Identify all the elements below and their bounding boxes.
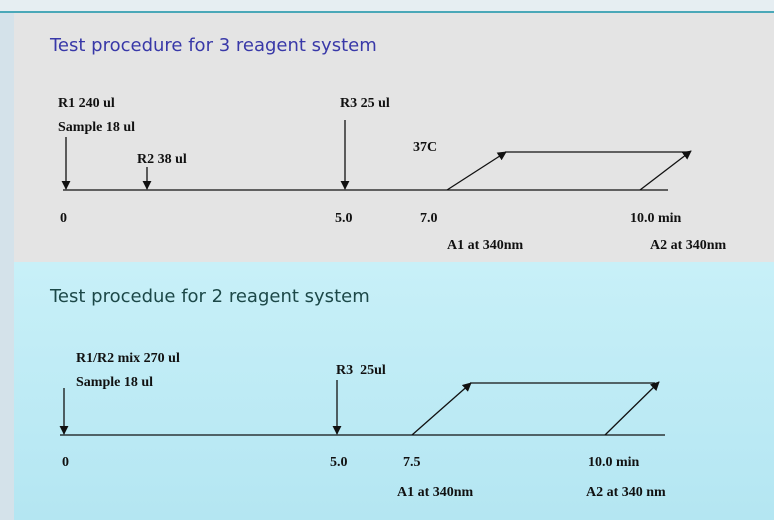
label: Sample 18 ul — [58, 120, 135, 135]
label: R3 25 ul — [340, 96, 390, 111]
label: Sample 18 ul — [76, 375, 153, 390]
reading-label: A2 at 340nm — [650, 238, 727, 253]
time-label: 5.0 — [335, 211, 353, 226]
section-3-reagent: Test procedure for 3 reagent system R1 2… — [49, 35, 727, 253]
reading-label: A1 at 340nm — [397, 485, 474, 500]
section-2-reagent: Test procedue for 2 reagent system R1/R2… — [49, 286, 666, 500]
reading-label: A2 at 340 nm — [586, 485, 666, 500]
label: R1/R2 mix 270 ul — [76, 351, 180, 366]
time-label: 0 — [62, 455, 69, 470]
label: R3 25ul — [336, 363, 386, 378]
top-rule — [0, 11, 774, 13]
section-title: Test procedure for 3 reagent system — [49, 35, 377, 56]
label: R1 240 ul — [58, 96, 115, 111]
arrow — [411, 382, 472, 436]
time-label: 5.0 — [330, 455, 348, 470]
time-label: 7.0 — [420, 211, 438, 226]
arrow — [604, 381, 660, 436]
panel-top — [14, 13, 774, 262]
label: R2 38 ul — [137, 152, 187, 167]
section-title: Test procedue for 2 reagent system — [49, 286, 370, 307]
label: 37C — [413, 140, 437, 155]
time-label: 10.0 min — [630, 211, 682, 226]
panel-bottom — [14, 262, 774, 520]
arrow — [446, 151, 507, 191]
time-label: 10.0 min — [588, 455, 640, 470]
top-strip — [0, 0, 774, 12]
time-label: 0 — [60, 211, 67, 226]
time-label: 7.5 — [403, 455, 421, 470]
reading-label: A1 at 340nm — [447, 238, 524, 253]
arrow — [639, 150, 692, 191]
